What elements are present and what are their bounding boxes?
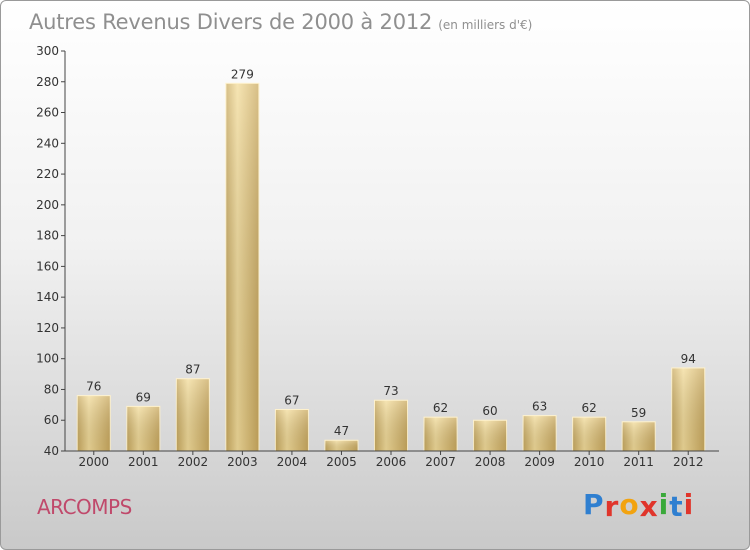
bar-shade — [324, 440, 358, 451]
x-tick-label: 2005 — [326, 455, 357, 469]
y-tick-label: 180 — [36, 229, 59, 243]
x-tick-label: 2000 — [78, 455, 109, 469]
logo-letter: P — [583, 488, 605, 521]
x-tick-label: 2003 — [227, 455, 258, 469]
y-tick-label: 40 — [44, 444, 59, 458]
y-axis: 40 60 80 100 120 140 160 180 200 220 240 260 280 300 — [36, 44, 66, 458]
bar-value-label: 76 — [86, 380, 101, 394]
y-tick-label: 240 — [36, 136, 59, 150]
bar-value-label: 69 — [136, 390, 151, 404]
logo-letter: r — [604, 490, 620, 523]
bar-value-label: 94 — [681, 352, 696, 366]
y-tick-label: 60 — [44, 413, 59, 427]
logo-letter: x — [639, 490, 659, 523]
bar-shade — [473, 420, 507, 451]
x-tick-label: 2011 — [623, 455, 654, 469]
x-tick-label: 2004 — [277, 455, 308, 469]
chart-title-text: Autres Revenus Divers de 2000 à 2012 — [29, 10, 433, 34]
logo-letter: o — [619, 488, 640, 521]
x-tick-label: 2002 — [178, 455, 209, 469]
x-tick-label: 2009 — [524, 455, 555, 469]
bar-value-label: 279 — [231, 67, 254, 81]
bar-shade — [275, 409, 309, 451]
y-tick-label: 140 — [36, 290, 59, 304]
bar-shade — [572, 417, 606, 451]
logo-letter: i — [658, 488, 670, 521]
proxiti-logo: Proxiti — [583, 488, 695, 523]
y-tick-label: 260 — [36, 106, 59, 120]
y-tick-label: 100 — [36, 352, 59, 366]
bar-shade — [225, 83, 259, 452]
y-tick-label: 200 — [36, 198, 59, 212]
bar-shade — [176, 378, 210, 451]
x-tick-label: 2006 — [376, 455, 407, 469]
commune-name: ARCOMPS — [37, 495, 132, 519]
x-tick-label: 2007 — [425, 455, 456, 469]
y-tick-label: 280 — [36, 75, 59, 89]
bar-shade — [671, 367, 705, 451]
bar-value-label: 63 — [532, 400, 547, 414]
y-tick-label: 80 — [44, 382, 59, 396]
x-tick-label: 2012 — [673, 455, 704, 469]
y-tick-label: 160 — [36, 259, 59, 273]
x-tick-label: 2010 — [574, 455, 605, 469]
bar-shade — [374, 400, 408, 451]
bar-shade — [622, 421, 656, 451]
bar-shade — [424, 417, 458, 451]
bar-value-label: 73 — [383, 384, 398, 398]
y-tick-label: 220 — [36, 167, 59, 181]
bar-value-label: 60 — [482, 404, 497, 418]
x-axis: 2000 2001 2002 2003 2004 2005 2006 2007 2008 2009… — [65, 450, 719, 469]
y-tick-label: 300 — [36, 44, 59, 58]
bar-shade — [77, 395, 111, 451]
x-tick-label: 2001 — [128, 455, 159, 469]
bar-value-label: 67 — [284, 393, 299, 407]
bar-value-label: 59 — [631, 406, 646, 420]
chart-unit: (en milliers d'€) — [438, 18, 533, 32]
bars: 76 69 87 279 67 47 73 62 60 63 62 59 94 — [76, 67, 706, 452]
bar-value-label: 62 — [582, 401, 597, 415]
bar-shade — [523, 415, 557, 451]
y-tick-label: 120 — [36, 321, 59, 335]
bar-value-label: 87 — [185, 363, 200, 377]
bar-value-label: 47 — [334, 424, 349, 438]
bar-value-label: 62 — [433, 401, 448, 415]
chart-title: Autres Revenus Divers de 2000 à 2012 (en … — [29, 10, 532, 34]
x-tick-label: 2008 — [475, 455, 506, 469]
logo-letter: t — [669, 490, 684, 523]
bar-shade — [126, 406, 160, 451]
logo-letter: i — [683, 488, 695, 521]
